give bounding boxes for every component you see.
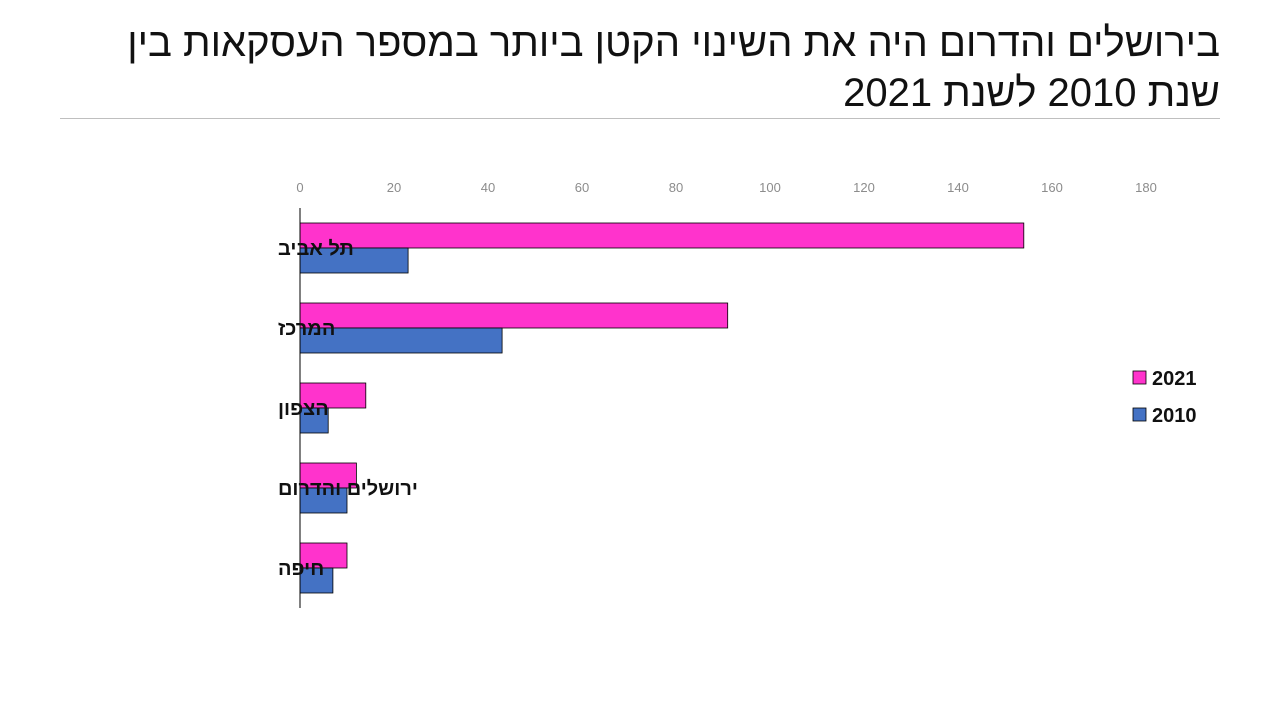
bar-2010 — [299, 567, 334, 594]
x-tick-label: 60 — [575, 180, 589, 195]
x-tick-label: 100 — [759, 180, 781, 195]
bar-2021 — [299, 462, 357, 489]
slide-title: בירושלים והדרום היה את השינוי הקטן ביותר… — [60, 18, 1220, 118]
title-divider — [60, 118, 1220, 119]
legend-label: 2021 — [1152, 368, 1197, 390]
x-tick-label: 160 — [1041, 180, 1063, 195]
x-tick-label: 80 — [669, 180, 683, 195]
bar-2010 — [299, 247, 409, 274]
category-label: המרכז — [278, 318, 335, 340]
category-label: ירושלים והדרום — [278, 478, 418, 500]
bar-2010 — [299, 487, 348, 514]
x-axis-ticks: 0 20 40 60 80 100 120 140 160 180 — [296, 180, 1156, 195]
chart-legend: 2021 2010 — [1132, 368, 1197, 427]
category-label: חיפה — [278, 558, 324, 580]
legend-swatch — [1132, 370, 1147, 385]
legend-label: 2010 — [1152, 405, 1197, 427]
x-tick-label: 140 — [947, 180, 969, 195]
x-tick-label: 20 — [387, 180, 401, 195]
legend-swatch — [1132, 407, 1147, 422]
title-line-2: שנת 2010 לשנת 2021 — [843, 71, 1220, 115]
bar-2021 — [299, 222, 1025, 249]
bars-group — [299, 222, 1025, 594]
x-tick-label: 0 — [296, 180, 303, 195]
category-label: הצפון — [278, 398, 329, 420]
bar-2021 — [299, 302, 729, 329]
x-tick-label: 40 — [481, 180, 495, 195]
x-tick-label: 180 — [1135, 180, 1157, 195]
x-tick-label: 120 — [853, 180, 875, 195]
bar-2021 — [299, 382, 367, 409]
category-labels: תל אביב המרכז הצפון ירושלים והדרום חיפה — [278, 238, 418, 580]
bar-2010 — [299, 407, 329, 434]
category-label: תל אביב — [278, 238, 354, 260]
title-line-1: בירושלים והדרום היה את השינוי הקטן ביותר… — [127, 21, 1220, 65]
